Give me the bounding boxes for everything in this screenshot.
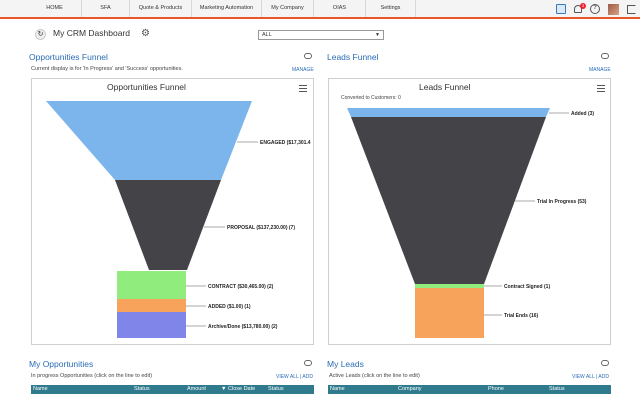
- refresh-button[interactable]: ↻: [35, 29, 46, 40]
- comment-icon[interactable]: [601, 360, 609, 366]
- my-opportunities-table-header: Name Status Amount ▼ Close Date Status: [31, 385, 314, 394]
- top-nav: HOME SFA Quote & Products Marketing Auto…: [0, 0, 640, 19]
- funnel-segment-trial-in-progress[interactable]: [351, 117, 546, 284]
- leads-funnel-svg: Added (3) Trial In Progress (53) Contrac…: [347, 108, 594, 338]
- chart-menu-icon[interactable]: [597, 85, 605, 92]
- avatar[interactable]: [608, 3, 619, 15]
- column-header[interactable]: Status: [134, 386, 150, 392]
- funnel-segment-engaged[interactable]: [46, 101, 252, 180]
- funnel-label-contract-signed: Contract Signed (1): [504, 284, 550, 290]
- filter-value: ALL: [262, 32, 272, 38]
- opportunities-funnel-svg: ENGAGED ($17,301.4 PROPOSAL ($137,230.00…: [46, 101, 311, 338]
- opportunities-manage-link[interactable]: MANAGE: [292, 67, 314, 73]
- calendar-icon[interactable]: [556, 4, 566, 14]
- comment-icon[interactable]: [304, 360, 312, 366]
- funnel-segment-added[interactable]: [347, 108, 550, 117]
- my-leads-subtitle: Active Leads (click on the line to edit): [329, 373, 420, 379]
- column-header[interactable]: Close Date: [228, 386, 256, 392]
- leads-manage-link[interactable]: MANAGE: [589, 67, 611, 73]
- funnel-segment-added[interactable]: [117, 299, 186, 312]
- funnel-segment-contract[interactable]: [117, 271, 186, 299]
- chevron-down-icon: ▼: [375, 32, 380, 38]
- opportunities-chart-title: Opportunities Funnel: [107, 82, 186, 92]
- sort-desc-icon[interactable]: ▼: [221, 386, 227, 392]
- funnel-label-proposal: PROPOSAL ($137,230.00) (7): [227, 225, 295, 231]
- funnel-label-trial-in-progress: Trial In Progress (53): [537, 199, 587, 205]
- funnel-label-archive: Archive/Done ($13,780.00) (2): [208, 324, 278, 330]
- funnel-label-contract: CONTRACT ($30,465.00) (2): [208, 284, 274, 290]
- funnel-segment-trial-ends[interactable]: [415, 288, 484, 338]
- funnel-segment-proposal[interactable]: [115, 180, 221, 270]
- column-header[interactable]: Name: [33, 386, 48, 392]
- nav-my-company[interactable]: My Company: [262, 0, 314, 17]
- nav-oias[interactable]: OIAS: [314, 0, 366, 17]
- leads-funnel-title: Leads Funnel: [327, 52, 379, 62]
- my-opportunities-title: My Opportunities: [29, 359, 94, 369]
- my-opportunities-view-all[interactable]: VIEW ALL | ADD: [276, 374, 313, 380]
- column-header[interactable]: Name: [330, 386, 345, 392]
- nav-home[interactable]: HOME: [28, 0, 82, 17]
- filter-select[interactable]: ALL ▼: [258, 30, 384, 40]
- column-header[interactable]: Company: [398, 386, 422, 392]
- logout-icon[interactable]: [627, 4, 636, 14]
- opportunities-funnel-chart: Opportunities Funnel ENGAGED ($17,301.4 …: [31, 78, 314, 345]
- help-icon[interactable]: ?: [590, 4, 600, 14]
- page-title: My CRM Dashboard: [53, 28, 130, 38]
- column-header[interactable]: Status: [549, 386, 565, 392]
- funnel-label-added: Added (3): [571, 111, 594, 117]
- leads-chart-title: Leads Funnel: [419, 82, 471, 92]
- column-header[interactable]: Phone: [488, 386, 504, 392]
- nav-marketing-automation[interactable]: Marketing Automation: [192, 0, 262, 17]
- chart-menu-icon[interactable]: [299, 85, 307, 92]
- my-leads-title: My Leads: [327, 359, 364, 369]
- funnel-label-trial-ends: Trial Ends (16): [504, 313, 539, 319]
- leads-funnel-chart: Leads Funnel Converted to Customers: 0 A…: [328, 78, 611, 345]
- comment-icon[interactable]: [304, 53, 312, 59]
- funnel-label-engaged: ENGAGED ($17,301.4: [260, 140, 311, 146]
- leads-conversion-text: Converted to Customers: 0: [341, 95, 401, 101]
- my-opportunities-subtitle: In progress Opportunities (click on the …: [31, 373, 153, 379]
- funnel-label-added: ADDED ($1.00) (1): [208, 304, 251, 310]
- column-header[interactable]: Status: [268, 386, 284, 392]
- my-leads-view-all[interactable]: VIEW ALL | ADD: [572, 374, 609, 380]
- nav-settings[interactable]: Settings: [366, 0, 416, 17]
- comment-icon[interactable]: [601, 53, 609, 59]
- opportunities-subtitle: Current display is for 'In Progress' and…: [31, 66, 183, 72]
- notification-badge: 3: [580, 3, 586, 9]
- bell-icon[interactable]: 3: [574, 3, 586, 13]
- funnel-segment-contract-signed[interactable]: [415, 284, 484, 288]
- my-leads-table-header: Name Company Phone Status: [328, 385, 611, 394]
- gear-icon[interactable]: ⚙: [141, 28, 150, 39]
- funnel-segment-archive[interactable]: [117, 312, 186, 338]
- opportunities-funnel-title: Opportunities Funnel: [29, 52, 108, 62]
- column-header[interactable]: Amount: [187, 386, 206, 392]
- nav-quote-products[interactable]: Quote & Products: [130, 0, 192, 17]
- nav-sfa[interactable]: SFA: [82, 0, 130, 17]
